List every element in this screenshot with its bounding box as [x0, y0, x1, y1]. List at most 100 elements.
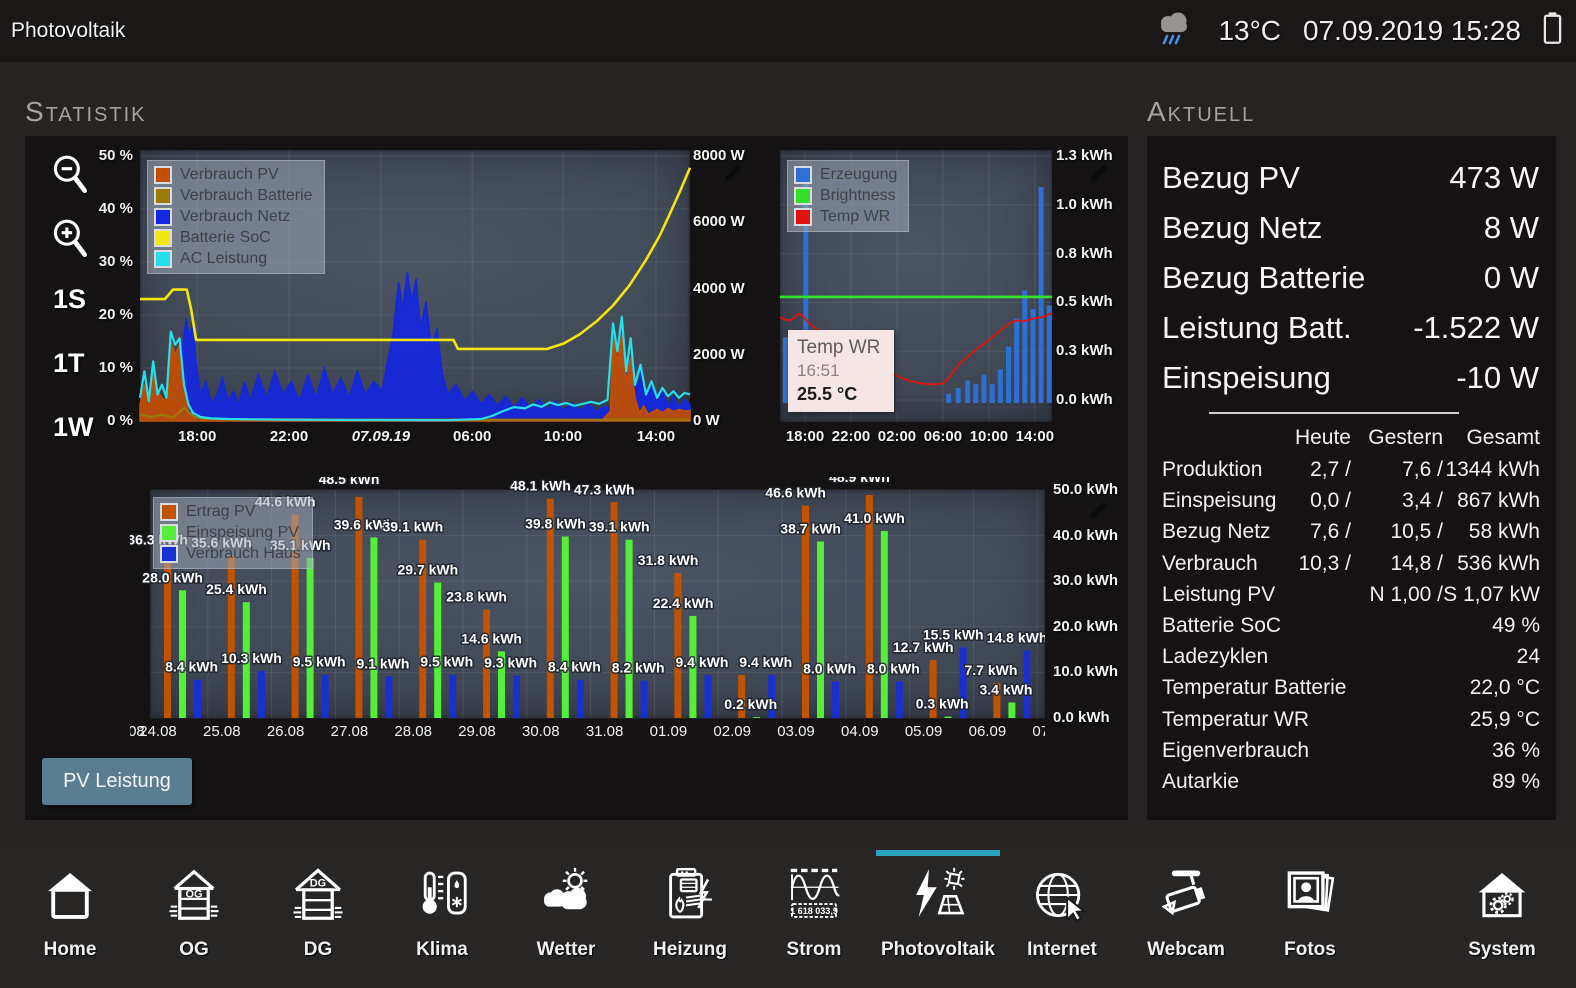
nav-item-webcam[interactable]: Webcam — [1124, 850, 1248, 988]
svg-text:01.09: 01.09 — [650, 723, 688, 740]
svg-text:14.6 kWh: 14.6 kWh — [461, 630, 522, 646]
svg-text:47.3 kWh: 47.3 kWh — [574, 481, 635, 497]
nav-item-internet[interactable]: Internet — [1000, 850, 1124, 988]
outside-temperature: 13°C — [1218, 15, 1281, 47]
aktuell-panel: 473 WBezug PV8 WBezug Netz0 WBezug Batte… — [1147, 136, 1556, 820]
legend-item: AC Leistung — [154, 250, 313, 268]
y-right-tick: 4000 W — [693, 280, 745, 298]
legend-item: Batterie SoC — [154, 229, 313, 247]
table-cell: 7,6 / — [1402, 456, 1443, 484]
nav-item-wetter[interactable]: Wetter — [504, 850, 628, 988]
svg-text:25.4 kWh: 25.4 kWh — [206, 581, 267, 597]
strom-icon: 1 618 033,9 — [783, 864, 845, 926]
legend-item: Verbrauch Haus — [160, 545, 301, 563]
table-column-header: Gesamt — [1466, 424, 1540, 452]
aktuell-heading: Aktuell — [1147, 96, 1255, 128]
svg-text:02.09: 02.09 — [713, 723, 751, 740]
nav-item-heizung[interactable]: Heizung — [628, 850, 752, 988]
y-right-tick: 0.0 kWh — [1053, 709, 1110, 727]
nav-item-home[interactable]: Home — [8, 850, 132, 988]
table-column-header: Gestern — [1368, 424, 1443, 452]
legend-label: Erzeugung — [820, 166, 897, 184]
y-left-tick: 40 % — [83, 200, 133, 218]
chart-tooltip: Temp WR 16:51 25.5 °C — [788, 330, 894, 412]
statistik-panel: 1S 1T 1W 8000 W6000 W4000 W2000 W0 W 18:… — [25, 136, 1128, 820]
edit-chart3-icon[interactable] — [1087, 498, 1111, 522]
aktuell-power-row: 8 WBezug Netz — [1162, 203, 1539, 253]
edit-chart2-icon[interactable] — [1087, 161, 1111, 185]
svg-text:9.1 kWh: 9.1 kWh — [356, 656, 409, 672]
svg-text:06.09: 06.09 — [969, 723, 1007, 740]
svg-text:39.1 kWh: 39.1 kWh — [382, 519, 443, 535]
nav-item-label: Strom — [752, 939, 876, 961]
range-1t-button[interactable]: 1T — [53, 348, 85, 379]
nav-item-strom[interactable]: 1 618 033,9 Strom — [752, 850, 876, 988]
edit-chart1-icon[interactable] — [721, 161, 745, 185]
svg-text:1 618 033,9: 1 618 033,9 — [790, 906, 838, 916]
nav-item-og[interactable]: OGOG — [132, 850, 256, 988]
aktuell-table-row: Bezug Netz7,6 /10,5 /58 kWh — [1162, 518, 1540, 546]
svg-text:04.09: 04.09 — [841, 723, 879, 740]
x-tick: 06:00 — [924, 428, 962, 446]
aktuell-table-row: Einspeisung0,0 /3,4 /867 kWh — [1162, 487, 1540, 515]
table-cell: 49 % — [1492, 612, 1540, 640]
y-right-tick: 0.3 kWh — [1056, 342, 1113, 360]
svg-text:31.8 kWh: 31.8 kWh — [638, 552, 699, 568]
x-tick: 14:00 — [637, 428, 675, 446]
svg-text:9.4 kWh: 9.4 kWh — [675, 654, 728, 670]
svg-text:24.08: 24.08 — [139, 723, 177, 740]
table-cell: 0,0 / — [1310, 487, 1351, 515]
table-cell: 867 kWh — [1457, 487, 1540, 515]
weather-rain-cloud-icon — [1152, 9, 1196, 54]
range-1s-button[interactable]: 1S — [53, 284, 86, 315]
table-cell: 2,7 / — [1310, 456, 1351, 484]
svg-text:03.09: 03.09 — [777, 723, 815, 740]
table-row-label: Autarkie — [1162, 770, 1239, 793]
table-row-label: Temperatur Batterie — [1162, 676, 1346, 699]
table-column-header: Heute — [1295, 424, 1351, 452]
heizung-icon — [659, 864, 721, 926]
aktuell-power-row: -1.522 WLeistung Batt. — [1162, 303, 1539, 353]
table-cell: 536 kWh — [1457, 550, 1540, 578]
table-cell: 25,9 °C — [1470, 706, 1540, 734]
pv-leistung-button[interactable]: PV Leistung — [42, 758, 192, 805]
table-row-label: Leistung PV — [1162, 583, 1275, 606]
nav-item-photovoltaik[interactable]: Photovoltaik — [876, 850, 1000, 988]
svg-text:0.2 kWh: 0.2 kWh — [724, 696, 777, 712]
svg-text:9.4 kWh: 9.4 kWh — [739, 654, 792, 670]
svg-text:10.3 kWh: 10.3 kWh — [221, 650, 282, 666]
y-right-tick: 50.0 kWh — [1053, 481, 1118, 499]
nav-item-fotos[interactable]: Fotos — [1248, 850, 1372, 988]
svg-text:8.2 kWh: 8.2 kWh — [612, 660, 665, 676]
svg-text:23.8 kWh: 23.8 kWh — [446, 589, 507, 605]
x-tick: 07.09.19 — [352, 428, 410, 446]
aktuell-table-row: Autarkie89 % — [1162, 768, 1540, 796]
legend-swatch — [154, 229, 172, 247]
svg-text:OG: OG — [185, 888, 202, 900]
y-right-tick: 2000 W — [693, 346, 745, 364]
y-right-tick: 0 W — [693, 412, 720, 430]
og-icon: OG — [163, 864, 225, 926]
tooltip-time: 16:51 — [797, 361, 885, 381]
legend-item: Erzeugung — [794, 166, 897, 184]
legend-swatch — [154, 166, 172, 184]
table-cell: 14,8 / — [1390, 550, 1443, 578]
table-cell: 10,5 / — [1390, 518, 1443, 546]
y-right-tick: 0.0 kWh — [1056, 391, 1113, 409]
nav-item-dg[interactable]: DGDG — [256, 850, 380, 988]
nav-item-label: DG — [256, 939, 380, 961]
nav-item-label: Heizung — [628, 939, 752, 961]
x-tick: 22:00 — [832, 428, 870, 446]
fotos-icon — [1279, 864, 1341, 926]
aktuell-power-row: 473 WBezug PV — [1162, 153, 1539, 203]
svg-text:26.08: 26.08 — [267, 723, 305, 740]
legend-swatch — [794, 187, 812, 205]
nav-item-system[interactable]: System — [1440, 850, 1564, 988]
aktuell-row-label: Bezug Netz — [1162, 210, 1322, 245]
nav-item-klima[interactable]: Klima — [380, 850, 504, 988]
system-icon — [1471, 864, 1533, 926]
svg-text:3.4 kWh: 3.4 kWh — [979, 682, 1032, 698]
top-bar: Photovoltaik 13°C 07.09.2019 15:28 — [0, 0, 1576, 62]
y-left-tick: 50 % — [83, 147, 133, 165]
table-row-label: Verbrauch — [1162, 552, 1258, 575]
